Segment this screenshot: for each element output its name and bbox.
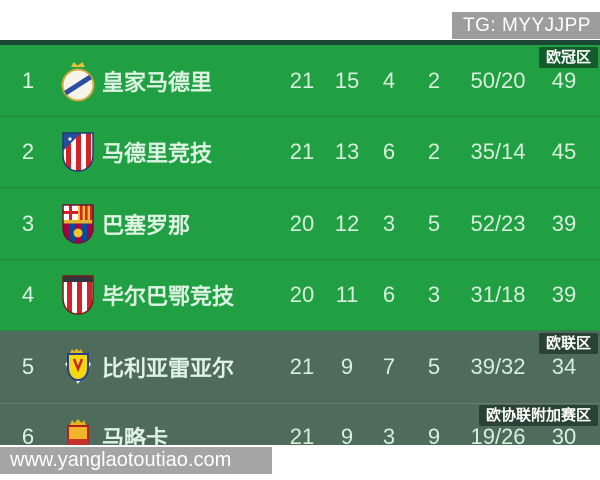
goals-for-against: 35/14 (470, 139, 526, 165)
team-name: 巴塞罗那 (102, 212, 191, 238)
matches-won: 11 (335, 282, 359, 308)
rank-number: 3 (21, 210, 35, 236)
goals-for-against: 31/18 (470, 282, 526, 308)
rank-number: 2 (21, 139, 35, 165)
rank-number: 1 (21, 67, 35, 93)
matches-lost: 2 (427, 67, 441, 93)
points: 39 (551, 210, 577, 236)
matches-drawn: 3 (382, 424, 396, 445)
matches-played: 20 (289, 210, 315, 236)
matches-won: 12 (334, 210, 360, 236)
villarreal-crest-icon (56, 344, 100, 390)
team-name: 马德里竞技 (102, 141, 213, 167)
table-row-atletico-madrid[interactable]: 2 马德里竞技 21 13 6 (0, 116, 600, 188)
table-row-real-madrid[interactable]: 欧冠区 1 皇家马德里 21 15 4 2 50/20 49 (0, 45, 600, 117)
points: 49 (551, 67, 577, 93)
matches-drawn: 6 (382, 282, 396, 308)
matches-lost: 9 (427, 424, 441, 445)
matches-played: 21 (289, 354, 315, 379)
team-name: 马略卡 (102, 426, 169, 445)
matches-won: 15 (334, 67, 360, 93)
matches-played: 21 (289, 139, 315, 165)
rank-number: 6 (21, 424, 35, 445)
telegram-watermark: TG: MYYJJPP (452, 12, 600, 39)
matches-played: 21 (289, 67, 315, 93)
goals-for-against: 52/23 (470, 210, 526, 236)
mallorca-crest-icon (56, 415, 100, 445)
table-row-athletic-bilbao[interactable]: 4 毕尔巴鄂竞技 20 11 6 3 31/1 (0, 259, 600, 331)
site-watermark: www.yanglaotoutiao.com (0, 447, 272, 474)
matches-lost: 5 (427, 210, 441, 236)
team-name: 皇家马德里 (102, 69, 213, 95)
table-row-mallorca[interactable]: 欧协联附加赛区 6 马略卡 21 9 3 9 19/26 30 (0, 403, 600, 445)
zone-label-conference-playoff: 欧协联附加赛区 (478, 405, 598, 426)
matches-drawn: 4 (382, 67, 396, 93)
goals-for-against: 19/26 (470, 424, 526, 445)
matches-lost: 5 (427, 354, 441, 379)
rank-number: 4 (21, 282, 35, 308)
points: 39 (551, 282, 577, 308)
zone-label-champions-league: 欧冠区 (538, 47, 598, 68)
atletico-madrid-crest-icon (56, 130, 100, 174)
matches-played: 20 (289, 282, 315, 308)
rank-number: 5 (21, 354, 35, 379)
team-name: 毕尔巴鄂竞技 (102, 284, 235, 310)
athletic-bilbao-crest-icon (56, 273, 100, 317)
matches-played: 21 (289, 424, 315, 445)
table-row-barcelona[interactable]: 3 (0, 188, 600, 260)
zone-label-europa-league: 欧联区 (538, 333, 598, 354)
goals-for-against: 50/20 (470, 67, 526, 93)
matches-won: 9 (340, 424, 354, 445)
matches-lost: 2 (427, 139, 441, 165)
team-name: 比利亚雷亚尔 (102, 356, 235, 381)
matches-drawn: 6 (382, 139, 396, 165)
barcelona-crest-icon (56, 202, 100, 246)
points: 45 (551, 139, 577, 165)
league-standings-table: 欧冠区 1 皇家马德里 21 15 4 2 50/20 49 2 (0, 40, 600, 445)
real-madrid-crest-icon (56, 58, 100, 104)
points: 30 (551, 424, 577, 445)
matches-drawn: 7 (382, 354, 396, 379)
points: 34 (551, 354, 577, 379)
table-row-villarreal[interactable]: 欧联区 5 比利亚雷亚尔 21 9 7 5 39/32 34 (0, 331, 600, 403)
matches-won: 13 (334, 139, 360, 165)
table-top-border (0, 40, 600, 45)
matches-won: 9 (340, 354, 354, 379)
goals-for-against: 39/32 (470, 354, 526, 379)
matches-lost: 3 (427, 282, 441, 308)
matches-drawn: 3 (382, 210, 396, 236)
